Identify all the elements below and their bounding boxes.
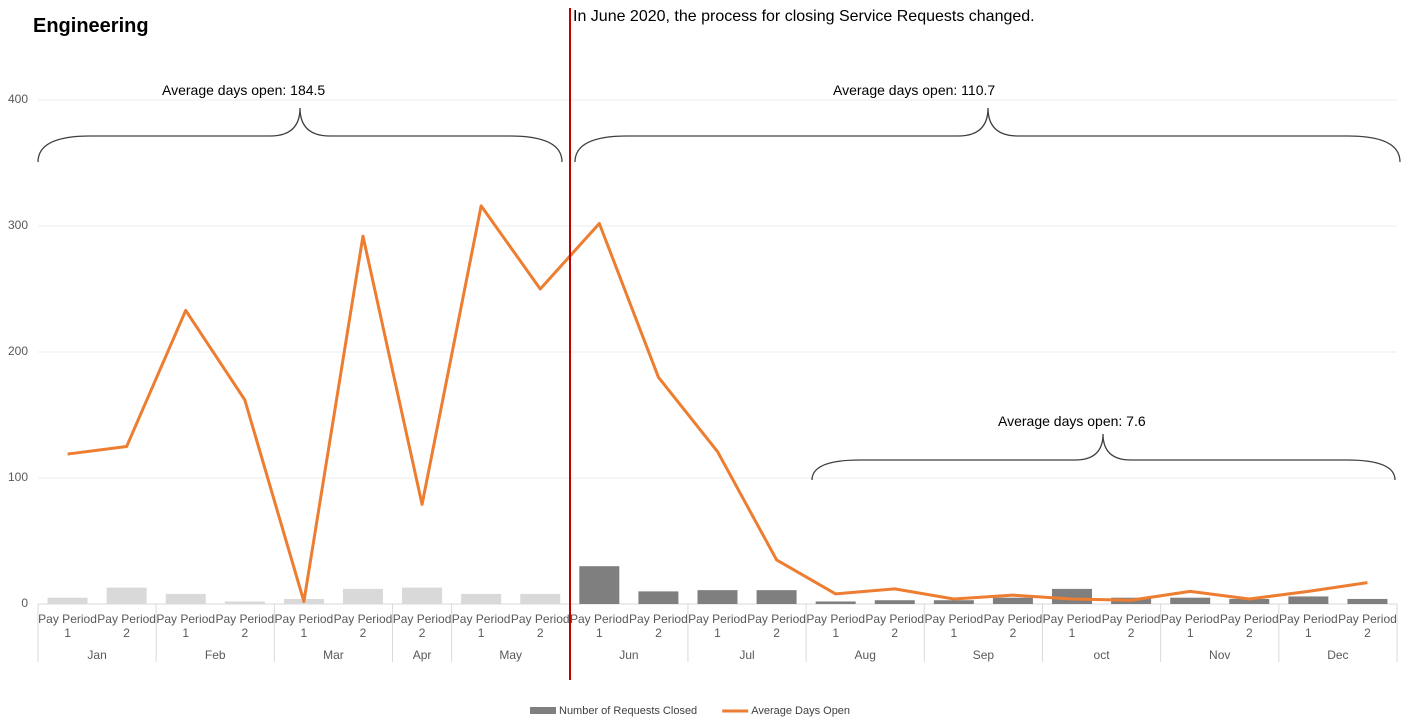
x-tick-label: Pay Period 1 xyxy=(1042,612,1102,640)
x-tick-label: Pay Period 2 xyxy=(1338,612,1397,640)
y-tick-label: 300 xyxy=(8,218,28,232)
x-tick-label: Pay Period 2 xyxy=(747,612,806,640)
bar xyxy=(106,587,147,604)
x-group-label: Nov xyxy=(1209,648,1231,662)
legend-label: Number of Requests Closed xyxy=(559,705,697,717)
x-tick-label: Pay Period 2 xyxy=(215,612,275,640)
bar xyxy=(579,566,620,604)
x-group-label: May xyxy=(499,648,523,662)
bar xyxy=(342,588,383,604)
bar xyxy=(933,600,974,604)
x-group-label: Apr xyxy=(412,648,432,662)
x-tick-label: Pay Period 1 xyxy=(924,612,984,640)
x-group-label: Sep xyxy=(972,648,995,662)
x-tick-label: Pay Period 1 xyxy=(1160,612,1220,640)
x-tick-label: Pay Period 2 xyxy=(1101,612,1161,640)
annotation: Average days open: 184.5 xyxy=(162,82,326,98)
y-tick-label: 200 xyxy=(8,344,28,358)
braces xyxy=(37,107,1401,481)
x-group-label: Jun xyxy=(619,648,639,662)
bar xyxy=(461,593,502,604)
bar xyxy=(638,591,679,604)
y-tick-label: 100 xyxy=(8,470,28,484)
bar xyxy=(756,590,797,604)
bar xyxy=(224,601,265,604)
x-tick-label: Pay Period 1 xyxy=(806,612,866,640)
x-tick-label: Pay Period 1 xyxy=(451,612,511,640)
x-tick-label: Pay Period 1 xyxy=(156,612,216,640)
bar xyxy=(1170,597,1211,604)
bar xyxy=(1229,598,1270,604)
x-tick-label: Pay Period 1 xyxy=(38,612,97,640)
legend-label: Average Days Open xyxy=(751,705,850,717)
brace xyxy=(574,107,1401,163)
y-tick-label: 400 xyxy=(8,92,28,106)
x-tick-label: Pay Period 2 xyxy=(97,612,156,640)
annotation: Average days open: 7.6 xyxy=(998,413,1146,429)
annotation: In June 2020, the process for closing Se… xyxy=(573,8,1035,25)
bar xyxy=(992,597,1033,604)
x-tick-label: Pay Period 1 xyxy=(688,612,747,640)
x-tick-label: Pay Period 2 xyxy=(510,612,570,640)
x-tick-label: Pay Period 1 xyxy=(569,612,629,640)
bar xyxy=(1052,588,1093,604)
bar xyxy=(402,587,443,604)
x-group-label: Jul xyxy=(739,648,755,662)
x-tick-label: Pay Period 2 xyxy=(1219,612,1279,640)
legend-swatch xyxy=(530,707,556,714)
bar xyxy=(165,593,206,604)
bar xyxy=(47,597,88,604)
x-tick-label: Pay Period 1 xyxy=(1279,612,1338,640)
x-group-label: Dec xyxy=(1327,648,1349,662)
x-group-label: Jan xyxy=(87,648,107,662)
x-group-label: oct xyxy=(1093,648,1110,662)
bar xyxy=(815,601,856,604)
x-tick-label: Pay Period 2 xyxy=(333,612,393,640)
brace xyxy=(811,433,1396,481)
bar xyxy=(1288,596,1329,604)
x-tick-label: Pay Period 2 xyxy=(983,612,1043,640)
x-tick-label: Pay Period 2 xyxy=(392,612,452,640)
line xyxy=(67,204,1368,603)
x-group-label: Mar xyxy=(323,648,344,662)
bar xyxy=(874,600,915,604)
bar xyxy=(697,590,738,604)
x-group-label: Feb xyxy=(204,648,226,662)
chart-title: Engineering xyxy=(33,15,149,37)
bar xyxy=(520,593,561,604)
bar xyxy=(1347,598,1388,604)
x-group-label: Aug xyxy=(854,648,876,662)
x-tick-label: Pay Period 2 xyxy=(629,612,688,640)
x-tick-label: Pay Period 1 xyxy=(274,612,334,640)
annotation: Average days open: 110.7 xyxy=(833,82,996,98)
brace xyxy=(37,107,563,163)
y-tick-label: 0 xyxy=(21,596,28,610)
x-tick-label: Pay Period 2 xyxy=(865,612,925,640)
